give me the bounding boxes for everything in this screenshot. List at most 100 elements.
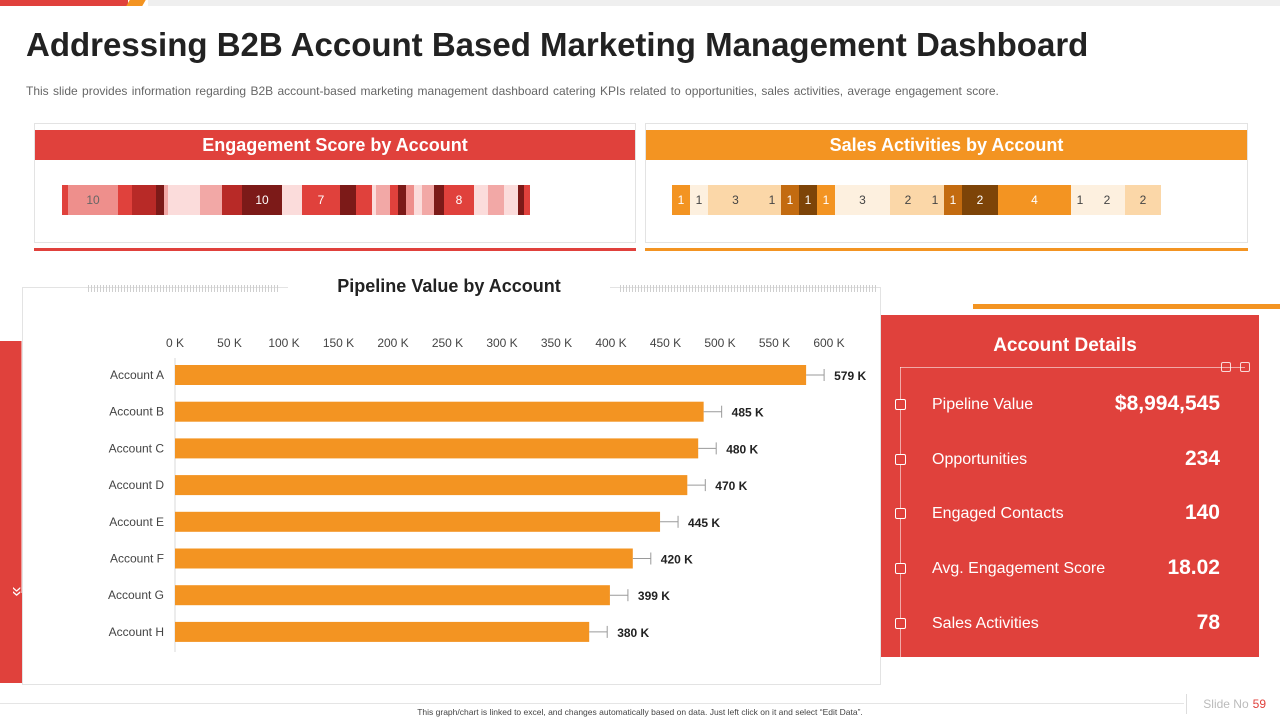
bar-value-label: 470 K [715,479,747,493]
pipeline-bar [175,511,661,532]
slide-subtitle: This slide provides information regardin… [26,84,999,98]
pipeline-title-hatch-left [88,285,280,292]
account-detail-row: Avg. Engagement Score 18.02 [881,554,1259,584]
bar-value-label: 420 K [661,553,693,567]
pipeline-bar [175,621,590,642]
x-tick-label: 100 K [268,336,299,350]
engagement-segment [282,185,302,215]
sales-segment: 1 [781,185,799,215]
sales-segment: 1 [817,185,835,215]
engagement-segment [132,185,156,215]
account-details-knob-2 [1240,362,1250,372]
x-tick-label: 0 K [166,336,184,350]
x-tick-label: 600 K [813,336,844,350]
sales-segment: 2 [890,185,926,215]
engagement-segment [488,185,504,215]
sales-segment: 1 [690,185,708,215]
square-bullet-icon [895,617,906,629]
bar-value-label: 380 K [617,626,649,640]
engagement-segment: 8 [444,185,474,215]
engagement-segment [422,185,434,215]
engagement-segment [434,185,444,215]
engagement-segment: 7 [302,185,340,215]
sales-segment: 3 [835,185,890,215]
top-accent-orange [126,0,146,6]
sales-segment: 1 [944,185,962,215]
account-detail-value: 78 [1196,610,1220,634]
engagement-segment [504,185,518,215]
engagement-segment [356,185,372,215]
square-bullet-icon [895,399,906,410]
square-bullet-icon [895,508,906,520]
engagement-segment [372,185,376,215]
sales-segment: 1 [799,185,817,215]
pipeline-bar [175,475,688,496]
pipeline-bar [175,438,699,459]
sales-panel: Sales Activities by Account [645,123,1248,243]
x-tick-label: 300 K [486,336,517,350]
engagement-panel-title: Engagement Score by Account [35,130,635,160]
left-accent-line [21,341,22,593]
sales-underline [645,248,1248,251]
account-detail-label: Engaged Contacts [932,505,1064,523]
category-label: Account B [109,405,164,419]
category-label: Account A [110,368,164,382]
bar-value-label: 579 K [834,369,866,383]
engagement-segment [474,185,488,215]
sales-segment: 4 [998,185,1071,215]
engagement-segment: 10 [242,185,282,215]
pipeline-title-hatch-right [620,285,878,292]
engagement-segment [524,185,530,215]
x-tick-label: 350 K [541,336,572,350]
account-detail-label: Pipeline Value [932,396,1034,413]
square-bullet-icon [895,563,906,575]
category-label: Account D [109,478,165,492]
category-label: Account G [108,588,164,602]
category-label: Account C [109,441,165,455]
category-label: Account E [109,515,164,529]
engagement-underline [34,248,636,251]
x-tick-label: 150 K [323,336,354,350]
x-tick-label: 50 K [217,336,242,350]
sales-segment: 2 [1089,185,1125,215]
account-details-title: Account Details [993,335,1137,356]
pipeline-bar-chart: 0 K 50 K 100 K 150 K 200 K 250 K 300 K 350 K 400… [108,336,866,652]
slide-number: Slide No 59 [1203,697,1266,711]
category-label: Account F [110,552,164,566]
x-tick-label: 500 K [704,336,735,350]
bar-value-label: 399 K [638,589,670,603]
footer-line [0,703,1184,704]
engagement-segment [168,185,200,215]
account-detail-row: Engaged Contacts 140 [881,499,1259,529]
account-detail-row: Pipeline Value $8,994,545 [881,390,1259,420]
bar-value-label: 445 K [688,516,720,530]
engagement-segment [398,185,406,215]
sales-segment: 1 [926,185,944,215]
engagement-panel: Engagement Score by Account [34,123,636,243]
engagement-segment [156,185,164,215]
engagement-segment [340,185,356,215]
engagement-segment [518,185,524,215]
account-detail-value: $8,994,545 [1114,392,1220,415]
pipeline-chart-title: Pipeline Value by Account [288,276,610,297]
engagement-segment [222,185,242,215]
engagement-segment [390,185,398,215]
account-details-hline [900,367,1245,368]
sales-segment: 1 [1071,185,1089,215]
engagement-segment [414,185,422,215]
x-tick-label: 250 K [432,336,463,350]
sales-segment: 2 [1125,185,1161,215]
engagement-score-strip: 10 10 7 8 [62,185,530,215]
pipeline-bar [175,401,704,422]
top-accent-grey [148,0,1280,6]
engagement-segment [118,185,132,215]
engagement-segment: 10 [68,185,118,215]
account-details-accent [973,304,1280,309]
engagement-segment [376,185,390,215]
slide-title: Addressing B2B Account Based Marketing M… [26,26,1089,63]
x-tick-label: 200 K [377,336,408,350]
account-detail-label: Sales Activities [932,614,1039,632]
category-label: Account H [109,625,164,639]
account-detail-label: Avg. Engagement Score [932,560,1106,578]
account-detail-row: Opportunities 234 [881,445,1259,475]
